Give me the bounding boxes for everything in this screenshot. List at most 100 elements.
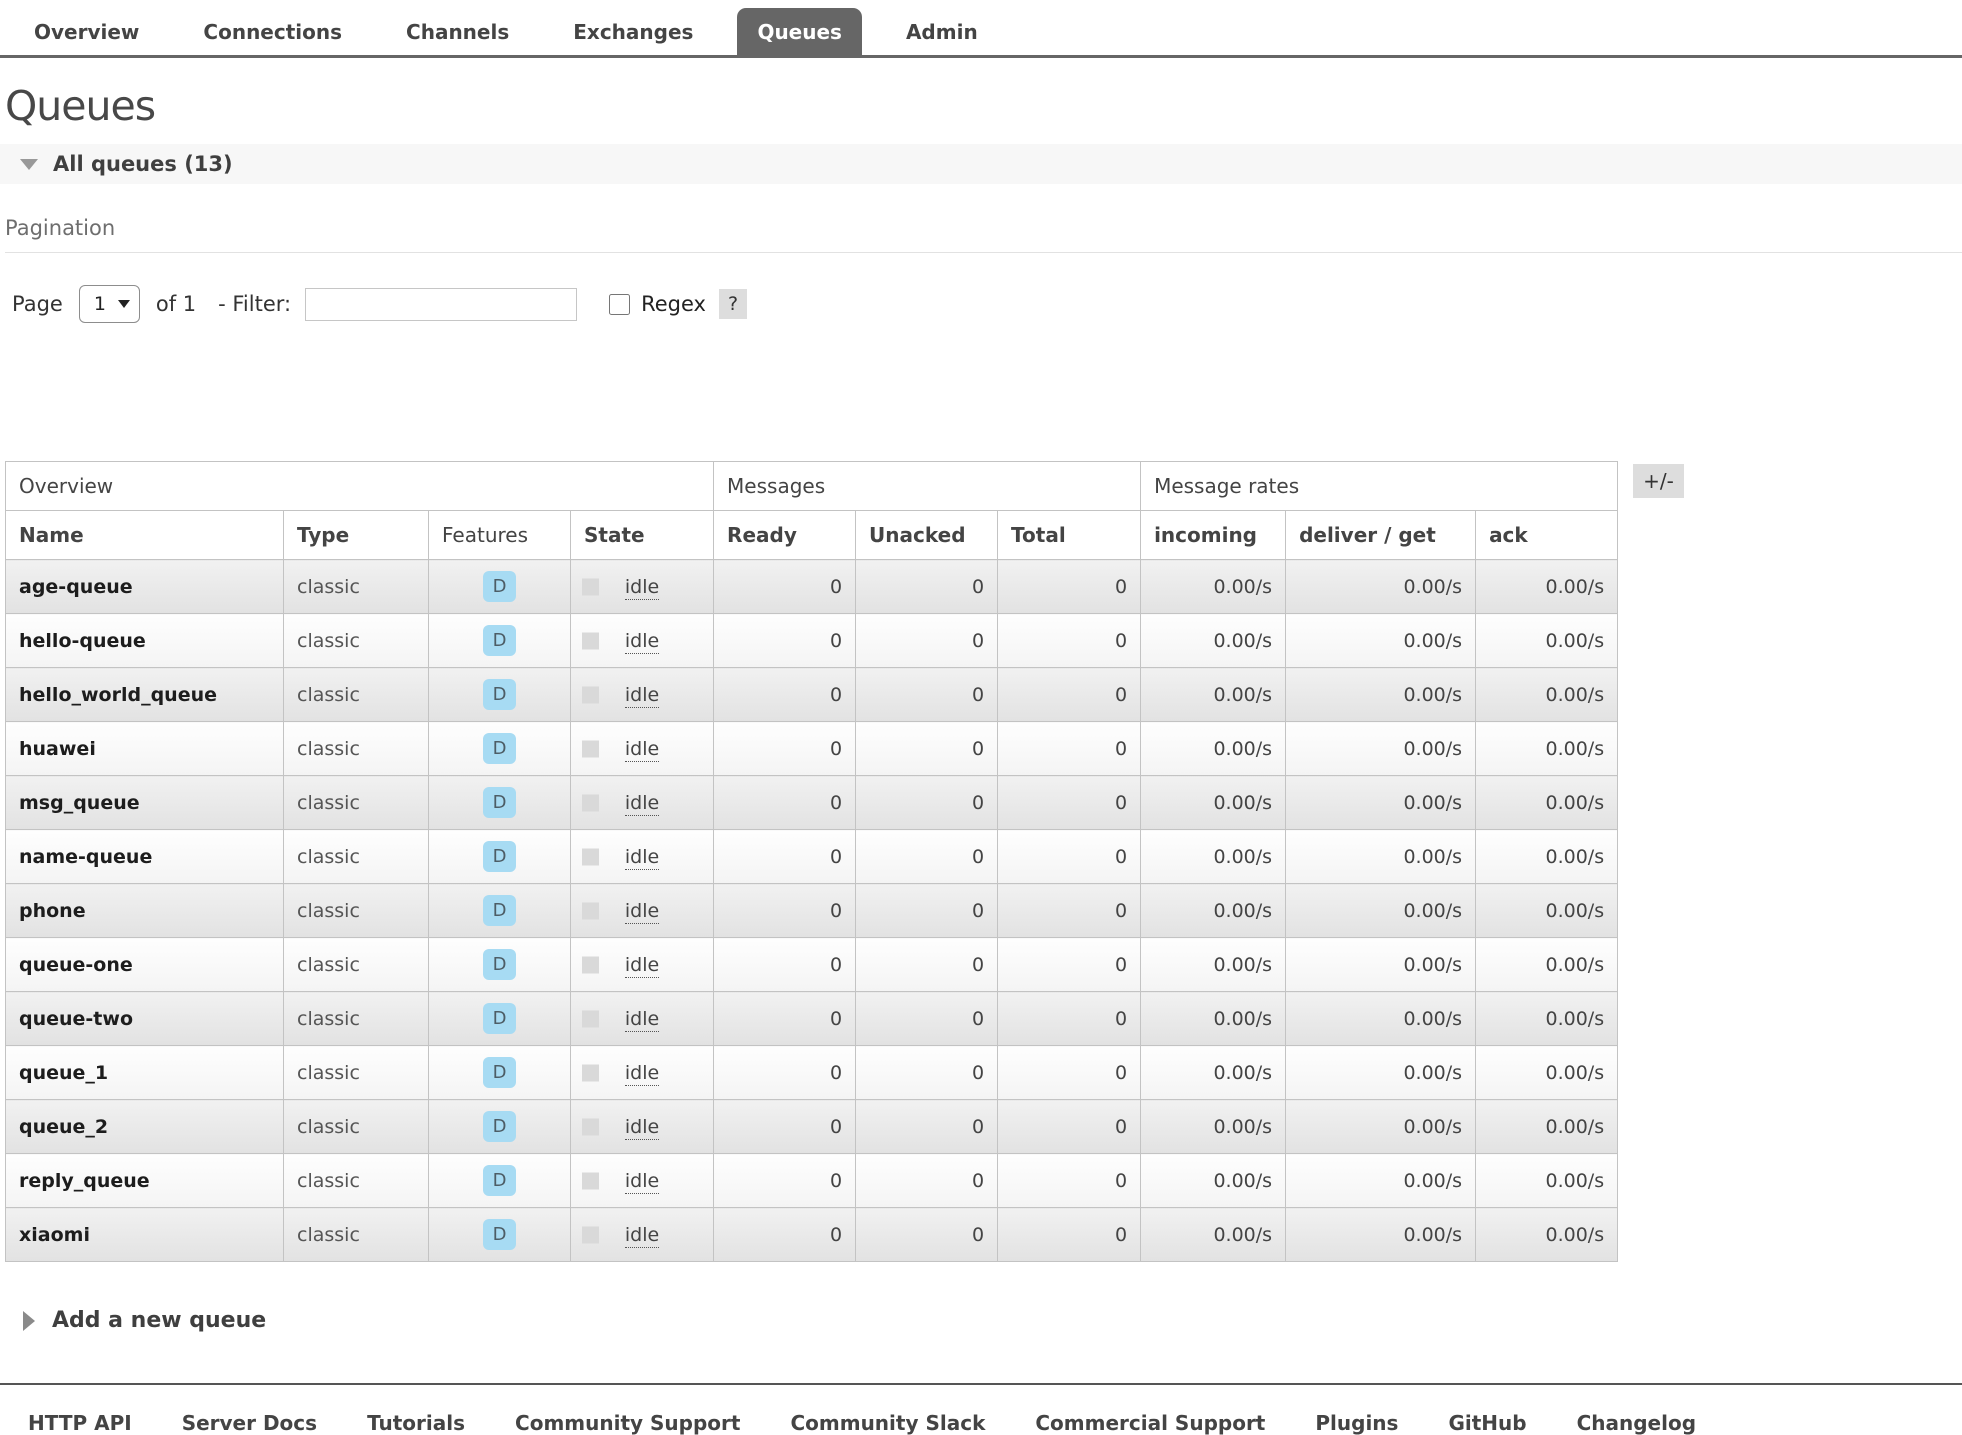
- top-tab-bar: Overview Connections Channels Exchanges …: [0, 0, 1962, 58]
- deliver-get-rate: 0.00/s: [1285, 1153, 1477, 1208]
- queue-state-cell: idle: [569, 1153, 715, 1208]
- ack-rate: 0.00/s: [1475, 559, 1619, 614]
- footer-link[interactable]: Commercial Support: [1035, 1411, 1266, 1435]
- state-indicator-icon: [582, 686, 599, 703]
- column-header-total[interactable]: Total: [997, 510, 1142, 560]
- page-select[interactable]: 1: [78, 285, 140, 323]
- queue-name-link[interactable]: queue_2: [5, 1099, 284, 1154]
- add-new-queue-label: Add a new queue: [52, 1308, 267, 1333]
- queue-name-link[interactable]: age-queue: [5, 559, 284, 614]
- queue-features-cell: D: [428, 991, 571, 1046]
- tab-channels[interactable]: Channels: [386, 8, 529, 55]
- queue-name-link[interactable]: huawei: [5, 721, 284, 776]
- footer-link[interactable]: Community Slack: [790, 1411, 986, 1435]
- footer-link[interactable]: Tutorials: [367, 1411, 466, 1435]
- state-indicator-icon: [582, 848, 599, 865]
- regex-checkbox[interactable]: [609, 293, 631, 315]
- queue-name-link[interactable]: xiaomi: [5, 1207, 284, 1262]
- column-header-name[interactable]: Name: [5, 510, 284, 560]
- queue-name-link[interactable]: name-queue: [5, 829, 284, 884]
- queues-table-body: age-queue classic D idle 0 0 0 0.00/s 0.…: [5, 559, 1619, 1262]
- page-label: Page: [12, 292, 63, 316]
- queue-state-cell: idle: [569, 883, 715, 938]
- state-indicator-icon: [582, 902, 599, 919]
- total-count: 0: [997, 937, 1142, 992]
- queue-name-link[interactable]: phone: [5, 883, 284, 938]
- tab-admin[interactable]: Admin: [886, 8, 998, 55]
- toggle-columns-button[interactable]: +/-: [1633, 464, 1684, 498]
- tab-overview[interactable]: Overview: [14, 8, 159, 55]
- tab-queues[interactable]: Queues: [737, 8, 862, 55]
- ready-count: 0: [713, 883, 857, 938]
- tab-exchanges[interactable]: Exchanges: [553, 8, 713, 55]
- durable-badge: D: [482, 895, 517, 926]
- footer-link[interactable]: Changelog: [1576, 1411, 1697, 1435]
- add-new-queue-toggle[interactable]: Add a new queue: [23, 1308, 1962, 1333]
- column-header-incoming[interactable]: incoming: [1140, 510, 1287, 560]
- deliver-get-rate: 0.00/s: [1285, 883, 1477, 938]
- state-label: idle: [624, 1007, 660, 1032]
- incoming-rate: 0.00/s: [1140, 721, 1287, 776]
- footer-link[interactable]: Plugins: [1315, 1411, 1399, 1435]
- state-indicator-icon: [582, 632, 599, 649]
- column-header-ready[interactable]: Ready: [713, 510, 857, 560]
- table-row: queue_1 classic D idle 0 0 0 0.00/s 0.00…: [5, 1045, 1619, 1100]
- incoming-rate: 0.00/s: [1140, 937, 1287, 992]
- ack-rate: 0.00/s: [1475, 1045, 1619, 1100]
- regex-help-button[interactable]: ?: [718, 289, 748, 319]
- queue-name-link[interactable]: hello_world_queue: [5, 667, 284, 722]
- footer-link[interactable]: Community Support: [515, 1411, 741, 1435]
- ready-count: 0: [713, 559, 857, 614]
- deliver-get-rate: 0.00/s: [1285, 829, 1477, 884]
- queue-name-link[interactable]: msg_queue: [5, 775, 284, 830]
- tab-label: Admin: [905, 19, 978, 44]
- queue-name-link[interactable]: queue-one: [5, 937, 284, 992]
- column-header-type[interactable]: Type: [283, 510, 429, 560]
- queue-features-cell: D: [428, 559, 571, 614]
- deliver-get-rate: 0.00/s: [1285, 721, 1477, 776]
- incoming-rate: 0.00/s: [1140, 883, 1287, 938]
- total-count: 0: [997, 1207, 1142, 1262]
- deliver-get-rate: 0.00/s: [1285, 1099, 1477, 1154]
- queue-state-cell: idle: [569, 721, 715, 776]
- durable-badge: D: [482, 1111, 517, 1142]
- table-row: huawei classic D idle 0 0 0 0.00/s 0.00/…: [5, 721, 1619, 776]
- total-count: 0: [997, 775, 1142, 830]
- queue-type-value: classic: [283, 613, 429, 668]
- all-queues-section-header[interactable]: All queues (13): [0, 144, 1962, 184]
- queue-features-cell: D: [428, 1207, 571, 1262]
- table-row: hello-queue classic D idle 0 0 0 0.00/s …: [5, 613, 1619, 668]
- queue-name-link[interactable]: hello-queue: [5, 613, 284, 668]
- table-row: name-queue classic D idle 0 0 0 0.00/s 0…: [5, 829, 1619, 884]
- queue-name-link[interactable]: reply_queue: [5, 1153, 284, 1208]
- column-header-state[interactable]: State: [569, 510, 715, 560]
- queue-type-value: classic: [283, 1045, 429, 1100]
- unacked-count: 0: [855, 721, 999, 776]
- tab-connections[interactable]: Connections: [183, 8, 362, 55]
- incoming-rate: 0.00/s: [1140, 1207, 1287, 1262]
- state-label: idle: [624, 683, 660, 708]
- footer-link[interactable]: Server Docs: [181, 1411, 318, 1435]
- state-label: idle: [624, 791, 660, 816]
- queue-name-link[interactable]: queue-two: [5, 991, 284, 1046]
- column-header-unacked[interactable]: Unacked: [855, 510, 999, 560]
- state-label: idle: [624, 1169, 660, 1194]
- queue-name-link[interactable]: queue_1: [5, 1045, 284, 1100]
- filter-input[interactable]: [305, 287, 578, 321]
- table-row: reply_queue classic D idle 0 0 0 0.00/s …: [5, 1153, 1619, 1208]
- column-header-features[interactable]: Features: [428, 510, 571, 560]
- total-count: 0: [997, 613, 1142, 668]
- total-count: 0: [997, 559, 1142, 614]
- queue-features-cell: D: [428, 829, 571, 884]
- column-header-deliver-get[interactable]: deliver / get: [1285, 510, 1477, 560]
- page-select-wrap: 1: [78, 285, 140, 323]
- ack-rate: 0.00/s: [1475, 1099, 1619, 1154]
- column-header-ack[interactable]: ack: [1475, 510, 1619, 560]
- total-count: 0: [997, 991, 1142, 1046]
- footer-link[interactable]: HTTP API: [28, 1411, 132, 1435]
- group-header-overview: Overview: [4, 461, 715, 511]
- queue-state-cell: idle: [569, 937, 715, 992]
- footer-link[interactable]: GitHub: [1448, 1411, 1527, 1435]
- ready-count: 0: [713, 667, 857, 722]
- tab-label: Exchanges: [573, 19, 694, 44]
